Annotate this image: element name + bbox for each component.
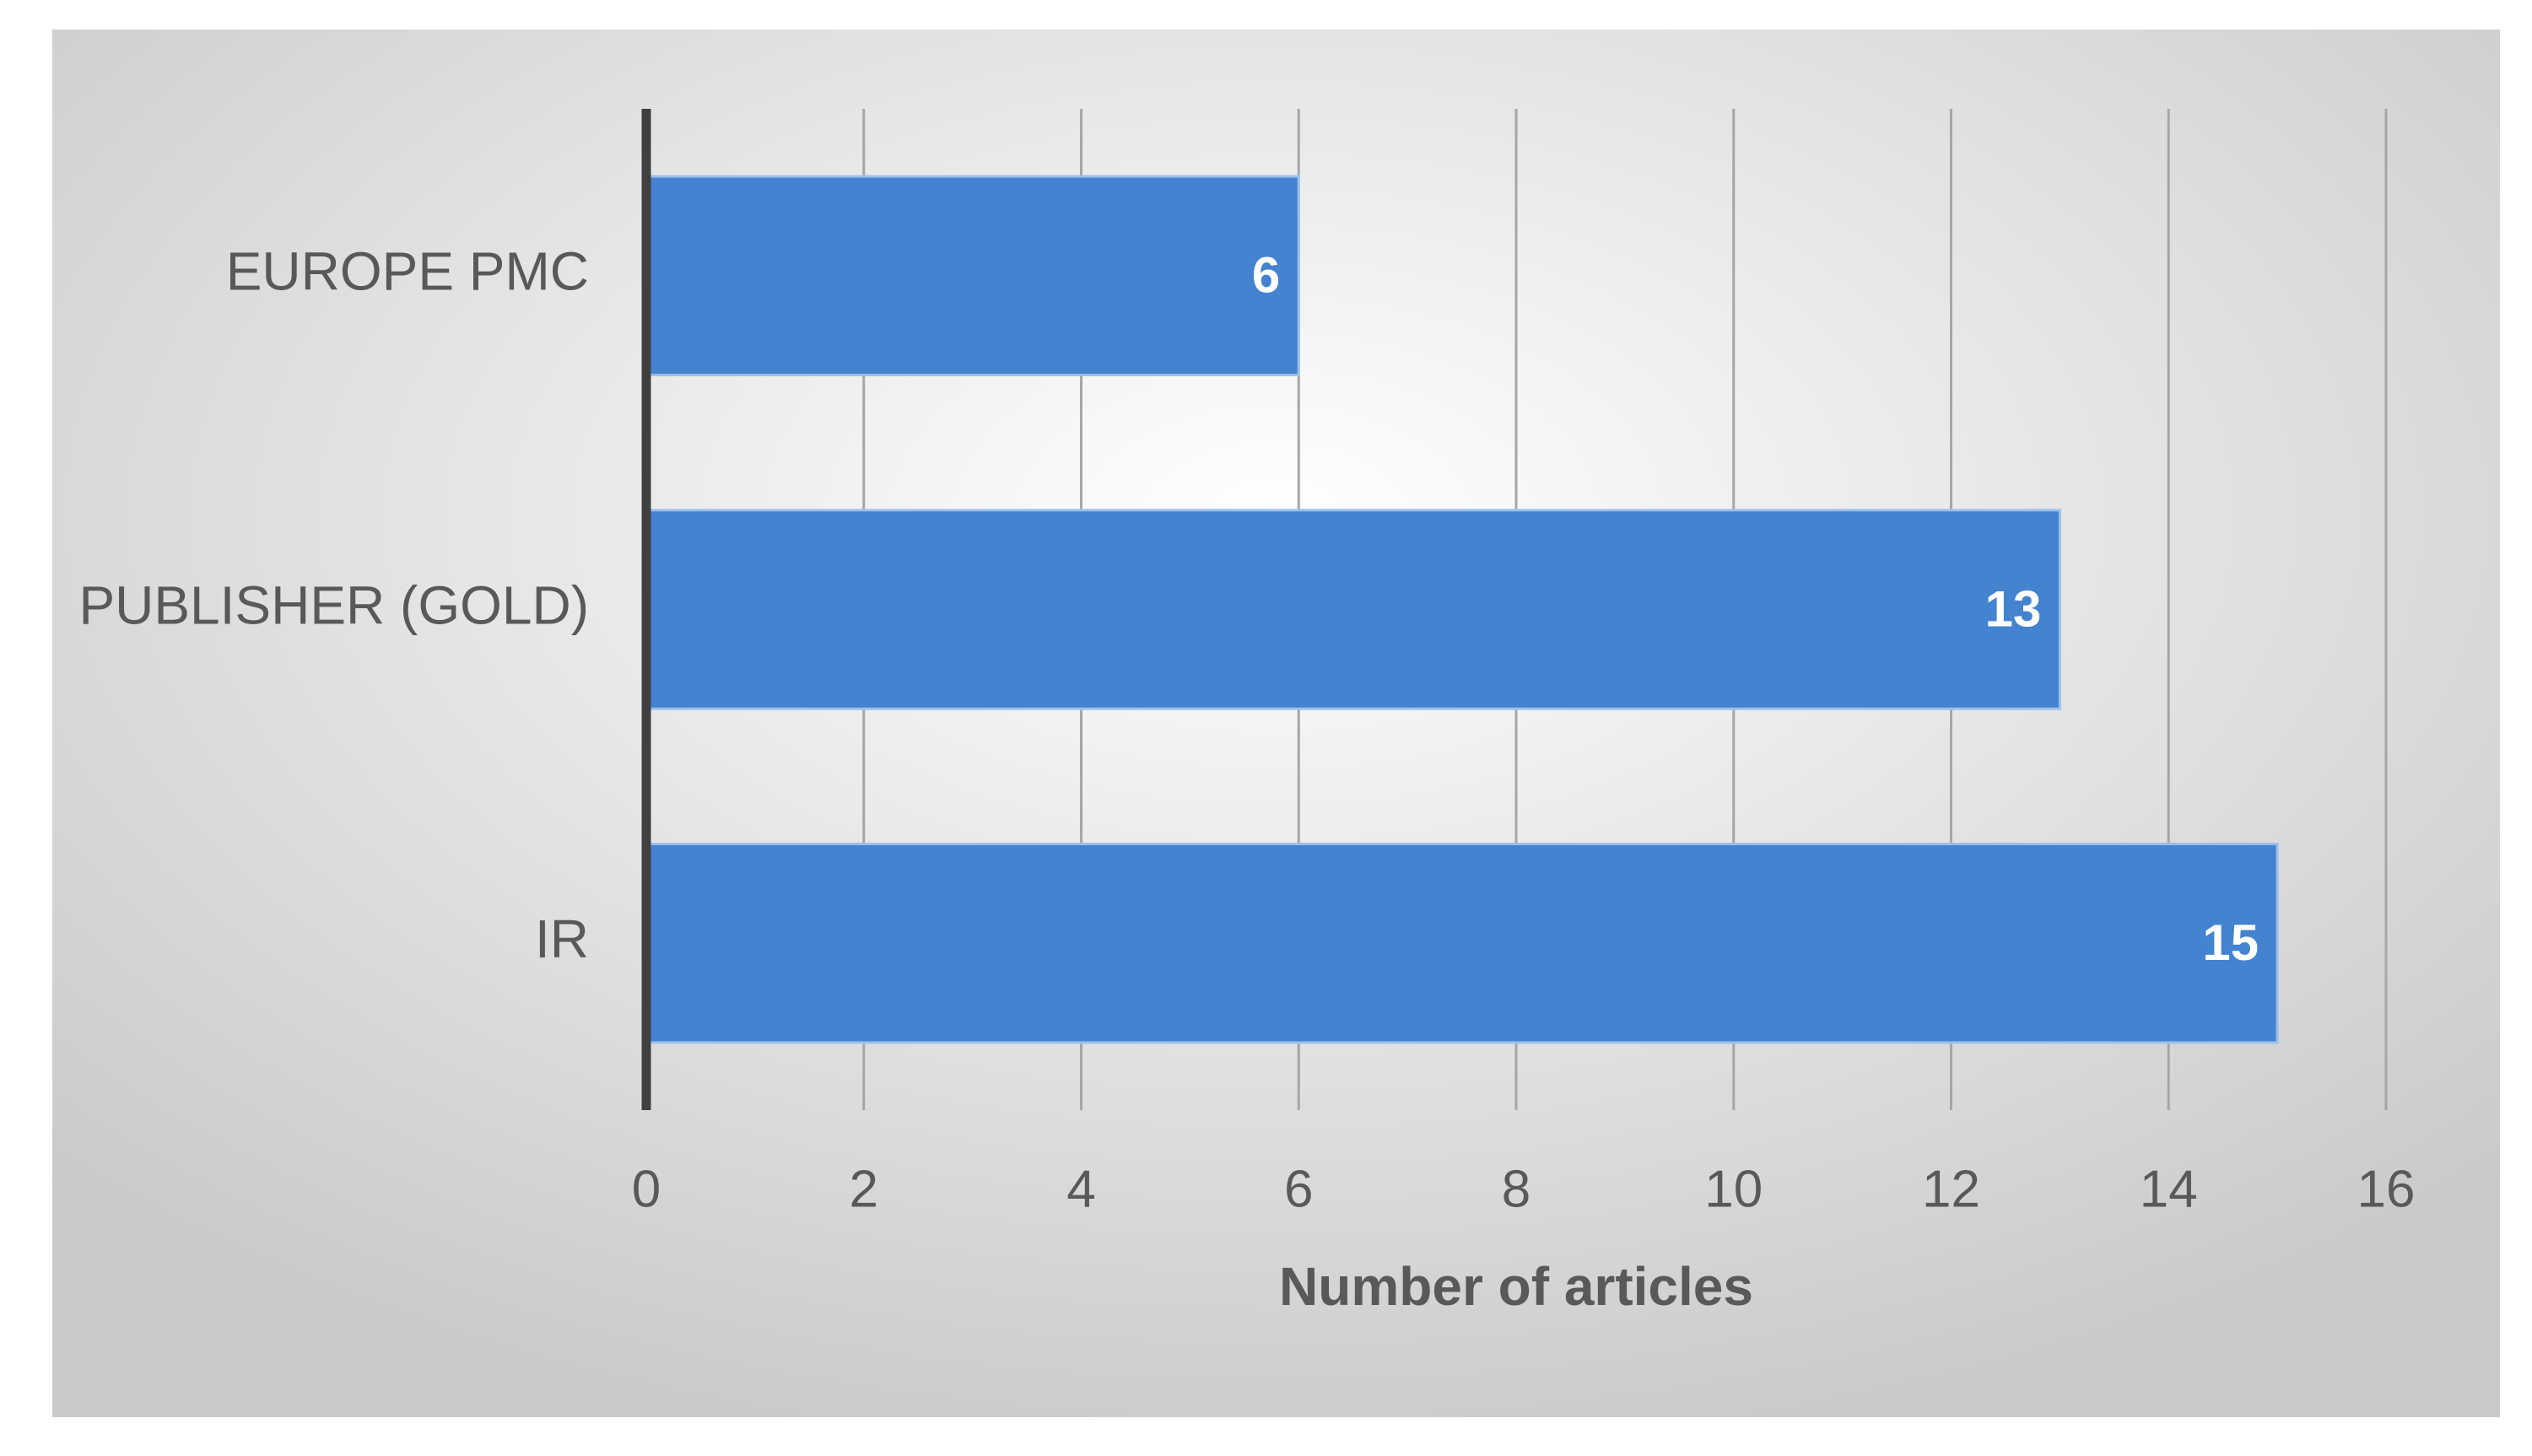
x-tick-label: 10	[1704, 1160, 1763, 1218]
x-tick-label: 8	[1502, 1160, 1531, 1218]
bar	[645, 509, 2061, 710]
x-tick-label: 0	[632, 1160, 661, 1218]
x-axis-title: Number of articles	[1279, 1256, 1753, 1317]
y-tick-label: EUROPE PMC	[226, 241, 589, 302]
data-label: 6	[1252, 247, 1280, 304]
x-tick-label: 4	[1066, 1160, 1095, 1218]
x-tick-label: 12	[1922, 1160, 1980, 1218]
y-tick-label: PUBLISHER (GOLD)	[78, 574, 589, 635]
x-tick-label: 2	[850, 1160, 878, 1218]
y-tick-label: IR	[535, 909, 589, 969]
bar	[645, 175, 1300, 377]
data-label: 13	[1985, 580, 2042, 637]
x-tick-label: 6	[1284, 1160, 1313, 1218]
x-tick-label: 14	[2140, 1160, 2198, 1218]
x-tick-label: 16	[2357, 1160, 2416, 1218]
data-label: 15	[2202, 914, 2259, 971]
bar	[645, 842, 2279, 1044]
